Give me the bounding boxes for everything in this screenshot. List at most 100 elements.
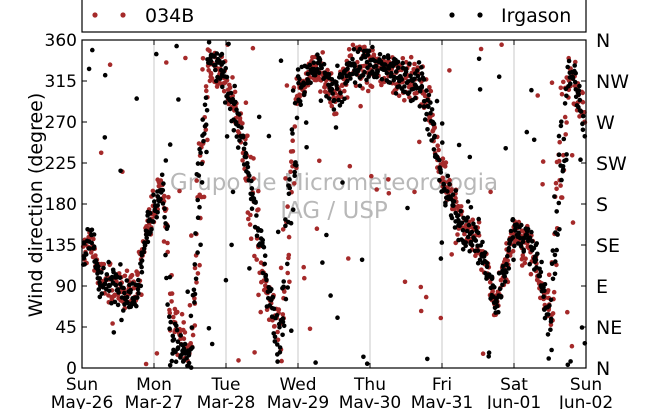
point-irgason [249,186,255,191]
point-irgason [443,200,448,205]
point-irgason [556,152,562,157]
point-irgason [165,224,170,229]
point-irgason [87,246,93,251]
point-irgason [145,239,151,245]
point-034b [256,207,261,212]
point-irgason [550,276,556,282]
point-irgason [580,121,585,127]
point-irgason [285,285,291,290]
point-irgason [357,83,363,89]
point-irgason [426,104,431,109]
point-irgason [152,199,157,204]
point-034b [528,271,534,277]
point-034b [318,89,323,94]
point-irgason [498,294,504,299]
point-irgason [275,359,280,364]
point-034b [523,256,528,262]
point-irgason [463,243,469,248]
point-034b [519,256,525,262]
point-irgason [234,107,239,112]
point-irgason [552,194,557,199]
point-034b [286,252,292,258]
point-irgason [351,47,357,52]
point-irgason [357,64,363,69]
point-irgason [465,215,471,220]
point-034b [208,71,214,77]
point-034b [285,204,290,209]
point-034b [548,322,554,328]
point-irgason [227,106,233,112]
point-irgason [113,282,119,288]
point-034b [256,292,261,298]
point-034b [166,194,171,200]
point-034b [302,275,307,281]
x-tick-day: Fri [432,375,452,395]
point-irgason [496,309,501,315]
point-irgason [552,252,558,258]
point-irgason [534,241,539,246]
point-irgason [467,248,473,254]
point-irgason [276,321,282,327]
point-irgason [559,177,564,183]
point-034b [564,120,569,125]
point-irgason [396,65,401,70]
point-irgason [96,287,102,292]
point-irgason [104,277,109,283]
point-irgason [241,146,247,152]
point-034b [251,156,256,161]
point-irgason [486,350,492,356]
point-034b [438,315,444,321]
point-irgason [173,359,179,365]
point-034b [278,265,284,271]
point-irgason [564,152,569,157]
point-irgason [320,260,325,265]
point-irgason [559,119,564,124]
legend-marker-034b-2 [120,12,126,18]
point-irgason [295,67,301,72]
point-irgason [554,209,559,214]
point-034b [187,303,193,308]
point-irgason [97,276,102,281]
point-034b [203,84,209,89]
point-034b [93,253,98,258]
point-034b [245,133,250,139]
point-irgason [458,208,464,214]
point-irgason [459,220,465,226]
point-034b [462,231,467,237]
point-irgason [484,260,490,266]
point-irgason [220,84,225,90]
point-irgason [202,102,208,108]
point-irgason [345,66,350,72]
point-034b [194,280,199,285]
point-irgason [399,77,405,82]
point-irgason [510,235,516,240]
point-irgason [316,70,322,75]
point-irgason [237,138,242,143]
point-irgason [136,290,141,296]
point-034b [449,187,454,192]
point-irgason [463,240,469,245]
point-irgason [421,104,427,109]
point-irgason [516,231,521,236]
point-irgason [250,191,255,197]
point-irgason [439,240,445,245]
point-irgason [359,257,365,263]
point-034b [342,88,347,94]
point-irgason [402,84,407,89]
point-034b [428,88,434,94]
point-irgason [209,341,215,347]
point-034b [480,351,486,357]
point-irgason [426,92,432,98]
point-irgason [294,163,299,168]
point-034b [546,272,552,278]
point-irgason [361,354,366,360]
point-034b [418,284,424,290]
point-irgason [239,125,244,130]
point-irgason [188,313,194,319]
point-irgason [245,161,250,166]
point-irgason [89,240,94,246]
point-034b [473,253,478,259]
point-irgason [434,98,440,104]
point-irgason [290,88,296,93]
point-irgason [219,51,225,57]
